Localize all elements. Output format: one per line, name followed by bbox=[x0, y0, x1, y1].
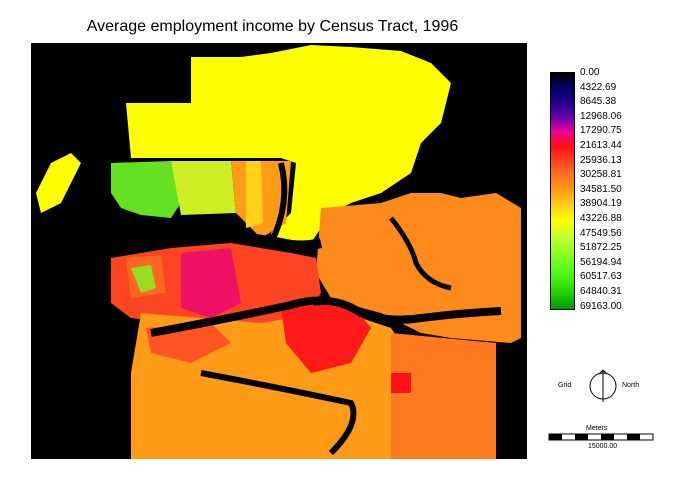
legend-color-bar bbox=[550, 72, 575, 310]
legend-label: 25936.13 bbox=[580, 154, 622, 166]
legend-label: 51872.25 bbox=[580, 242, 622, 254]
region-west-shore bbox=[111, 161, 181, 218]
fraser-river bbox=[150, 296, 502, 337]
legend-label: 12968.06 bbox=[580, 110, 622, 122]
legend-label: 4322.69 bbox=[580, 81, 617, 93]
scale-bar-graphic bbox=[548, 433, 654, 441]
island bbox=[36, 153, 81, 213]
legend-label: 21613.44 bbox=[580, 140, 622, 151]
legend-label: 47549.56 bbox=[580, 227, 622, 239]
legend-label: 0.00 bbox=[580, 67, 600, 78]
north-label: North bbox=[622, 382, 640, 389]
legend-label: 64840.31 bbox=[580, 286, 622, 297]
grid-label: Grid bbox=[558, 382, 572, 389]
north-arrow-icon bbox=[589, 369, 617, 402]
north-arrow: Grid North bbox=[555, 362, 655, 412]
legend-label: 60517.63 bbox=[580, 271, 622, 283]
legend-label: 34581.50 bbox=[580, 183, 622, 195]
map-title: Average employment income by Census Trac… bbox=[86, 18, 459, 35]
scale-distance-label: 15000.00 bbox=[588, 443, 618, 450]
legend-label: 8645.38 bbox=[580, 96, 617, 108]
legend-label: 43226.88 bbox=[580, 213, 622, 224]
scale-bar: Meters 15000.00 bbox=[548, 425, 658, 455]
legend-label: 56194.94 bbox=[580, 256, 622, 268]
legend-label: 30258.81 bbox=[580, 169, 622, 181]
scale-units-label: Meters bbox=[586, 425, 608, 432]
legend-label: 38904.19 bbox=[580, 198, 622, 210]
legend-label: 17290.75 bbox=[580, 125, 622, 137]
region-north bbox=[126, 45, 451, 248]
legend-label: 69163.00 bbox=[580, 300, 622, 312]
choropleth-map bbox=[31, 43, 527, 459]
